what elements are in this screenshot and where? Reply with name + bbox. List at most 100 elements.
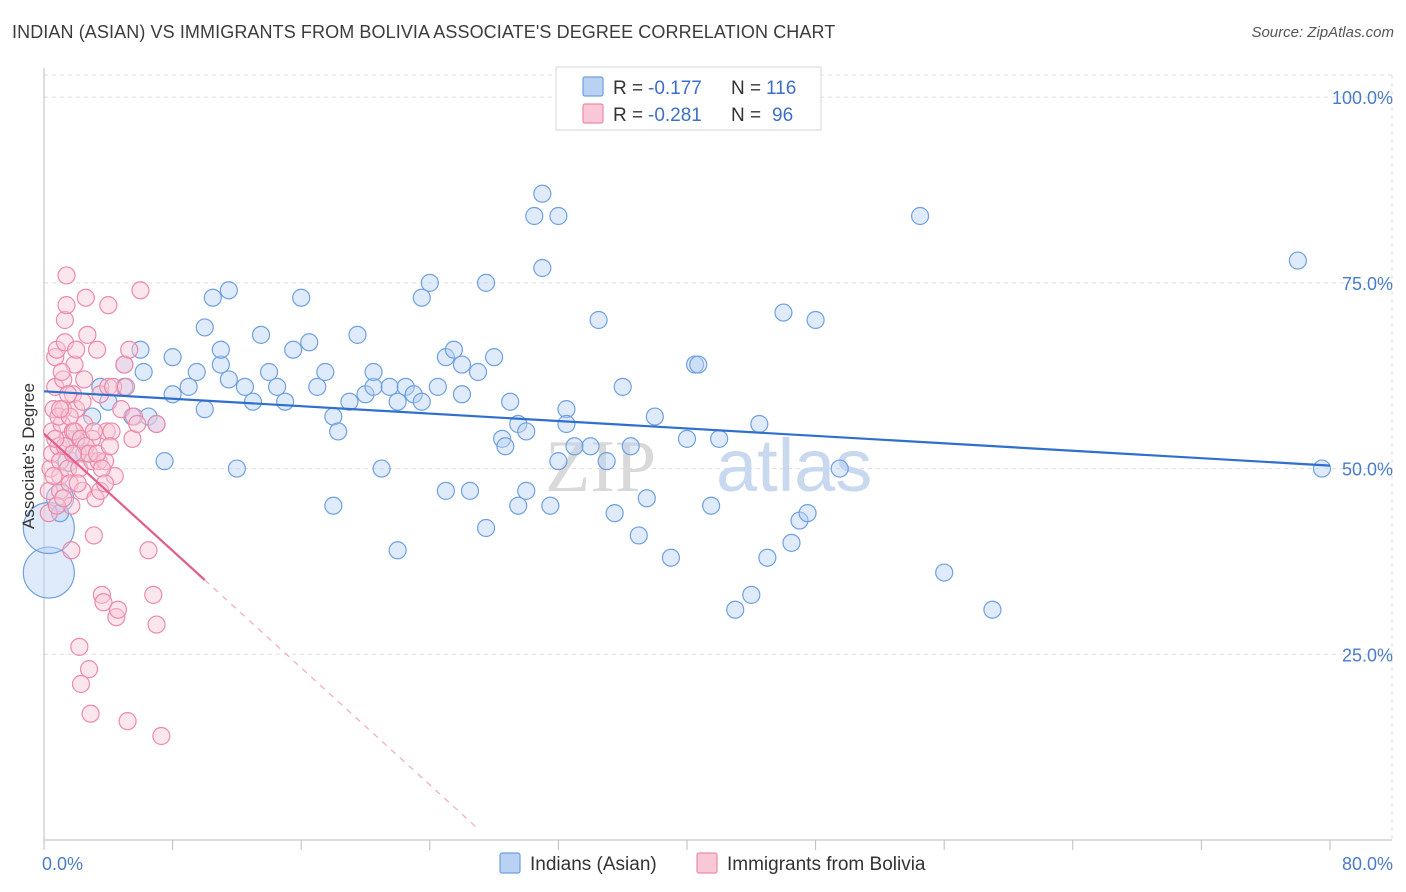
- indian-point-93: [645, 407, 664, 426]
- indian-point-38: [300, 333, 319, 352]
- bolivia-point-39: [79, 660, 99, 679]
- indian-point-66: [476, 273, 496, 292]
- x-tick-label-80: 80.0%: [1342, 854, 1393, 874]
- bolivia-point-18: [57, 266, 76, 285]
- indian-point-111: [935, 563, 954, 582]
- indian-point-95: [677, 429, 697, 448]
- y-tick-label-0: 25.0%: [1342, 645, 1393, 665]
- bolivia-point-88: [95, 474, 115, 493]
- bolivia-point-28: [67, 340, 86, 359]
- bolivia-point-35: [75, 414, 94, 434]
- bolivia-point-19: [57, 296, 76, 315]
- x-tick-labels: 0.0% 80.0%: [42, 854, 1393, 874]
- indian-point-86: [589, 310, 608, 330]
- indian-point-82: [557, 400, 576, 419]
- y-tick-label-3: 100.0%: [1332, 88, 1393, 108]
- indian-point-23: [203, 288, 222, 307]
- indian-point-56: [412, 288, 431, 307]
- legend-r-value-1: -0.177: [648, 78, 702, 99]
- indian-point-60: [436, 481, 455, 500]
- bolivia-point-52: [97, 422, 116, 441]
- indian-point-94: [661, 548, 681, 567]
- indian-point-20: [179, 377, 198, 396]
- series-legend-label-indians: Indians (Asian): [530, 854, 657, 875]
- indian-point-102: [750, 414, 769, 434]
- indian-point-25: [211, 355, 230, 374]
- bolivia-point-80: [68, 474, 87, 493]
- indian-point-61: [444, 340, 464, 359]
- bolivia-point-49: [92, 585, 111, 604]
- trend-line-bolivia: [43, 432, 206, 581]
- bolivia-point-70: [144, 585, 163, 604]
- indian-point-51: [388, 541, 407, 560]
- indian-point-19: [163, 348, 182, 367]
- bolivia-point-71: [147, 615, 166, 634]
- legend-n-value-2: 96: [772, 105, 793, 126]
- indian-point-27: [219, 370, 238, 389]
- indian-point-114: [1312, 459, 1332, 478]
- indian-point-57: [420, 273, 439, 292]
- bolivia-point-17: [55, 310, 74, 330]
- indian-point-92: [637, 489, 656, 508]
- bolivia-point-16: [55, 333, 74, 352]
- indian-point-107: [798, 504, 817, 523]
- bolivia-point-85: [84, 422, 103, 441]
- legend-r-value-2: -0.281: [648, 105, 702, 126]
- bolivia-point-87: [92, 459, 111, 478]
- indian-point-18: [163, 385, 182, 404]
- indian-point-75: [517, 481, 536, 500]
- bolivia-point-89: [100, 437, 120, 456]
- indian-point-37: [292, 288, 311, 307]
- indian-point-49: [372, 459, 391, 478]
- indian-point-58: [428, 377, 447, 396]
- indian-point-110: [910, 206, 930, 226]
- bolivia-point-33: [71, 674, 91, 694]
- bolivia-point-55: [102, 422, 121, 441]
- series-immigrants-bolivia: [39, 266, 171, 746]
- bolivia-point-74: [47, 496, 66, 515]
- indian-point-35: [276, 392, 295, 411]
- indian-point-84: [565, 437, 584, 456]
- bolivia-point-72: [147, 414, 166, 434]
- indian-point-55: [412, 392, 431, 411]
- legend-swatch-pink: [582, 103, 604, 124]
- indian-point-17: [155, 452, 174, 471]
- bolivia-point-37: [76, 288, 95, 307]
- indian-point-109: [830, 459, 849, 478]
- bolivia-point-62: [116, 377, 136, 396]
- source-label: Source: ZipAtlas.com: [1251, 24, 1394, 41]
- indian-point-28: [219, 281, 238, 300]
- indian-point-63: [452, 385, 472, 404]
- chart-title: INDIAN (ASIAN) VS IMMIGRANTS FROM BOLIVI…: [12, 22, 836, 42]
- bolivia-point-69: [139, 541, 158, 560]
- indian-point-90: [621, 437, 640, 456]
- legend-n-label-1: N =: [731, 78, 761, 99]
- indian-point-98: [702, 496, 721, 515]
- indian-point-89: [613, 377, 632, 396]
- indian-point-85: [581, 437, 600, 456]
- bolivia-point-40: [81, 704, 100, 723]
- bolivia-point-93: [54, 489, 73, 508]
- bolivia-point-59: [108, 600, 128, 619]
- bolivia-point-58: [107, 608, 126, 627]
- indian-point-33: [259, 362, 279, 382]
- bolivia-point-24: [62, 541, 81, 560]
- bolivia-point-64: [120, 340, 139, 359]
- legend-n-label-2: N =: [731, 105, 761, 126]
- trend-lines: [43, 390, 1331, 830]
- indian-point-43: [324, 496, 343, 515]
- indian-point-81: [549, 452, 568, 471]
- bolivia-point-92: [50, 400, 70, 419]
- indian-point-103: [758, 548, 777, 567]
- bolivia-point-36: [75, 370, 94, 389]
- bolivia-point-94: [59, 385, 78, 404]
- indian-point-52: [388, 392, 407, 411]
- indian-point-39: [308, 377, 327, 396]
- series-legend-swatch-blue: [499, 852, 521, 874]
- indian-point-113: [1288, 251, 1307, 270]
- indian-point-87: [597, 452, 616, 471]
- indian-point-68: [485, 348, 504, 367]
- trend-line-indians: [43, 390, 1331, 467]
- bolivia-point-68: [131, 281, 150, 300]
- indian-point-88: [605, 504, 624, 523]
